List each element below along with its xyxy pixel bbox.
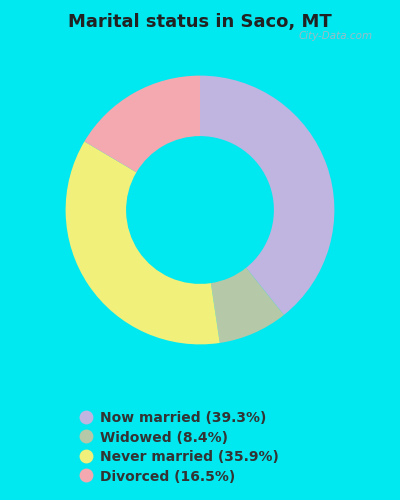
Wedge shape <box>211 268 284 343</box>
Wedge shape <box>84 76 200 172</box>
Text: Marital status in Saco, MT: Marital status in Saco, MT <box>68 12 332 30</box>
Text: City-Data.com: City-Data.com <box>299 32 373 42</box>
Wedge shape <box>66 142 220 344</box>
Wedge shape <box>200 76 334 315</box>
Legend: Now married (39.3%), Widowed (8.4%), Never married (35.9%), Divorced (16.5%): Now married (39.3%), Widowed (8.4%), Nev… <box>79 411 279 484</box>
